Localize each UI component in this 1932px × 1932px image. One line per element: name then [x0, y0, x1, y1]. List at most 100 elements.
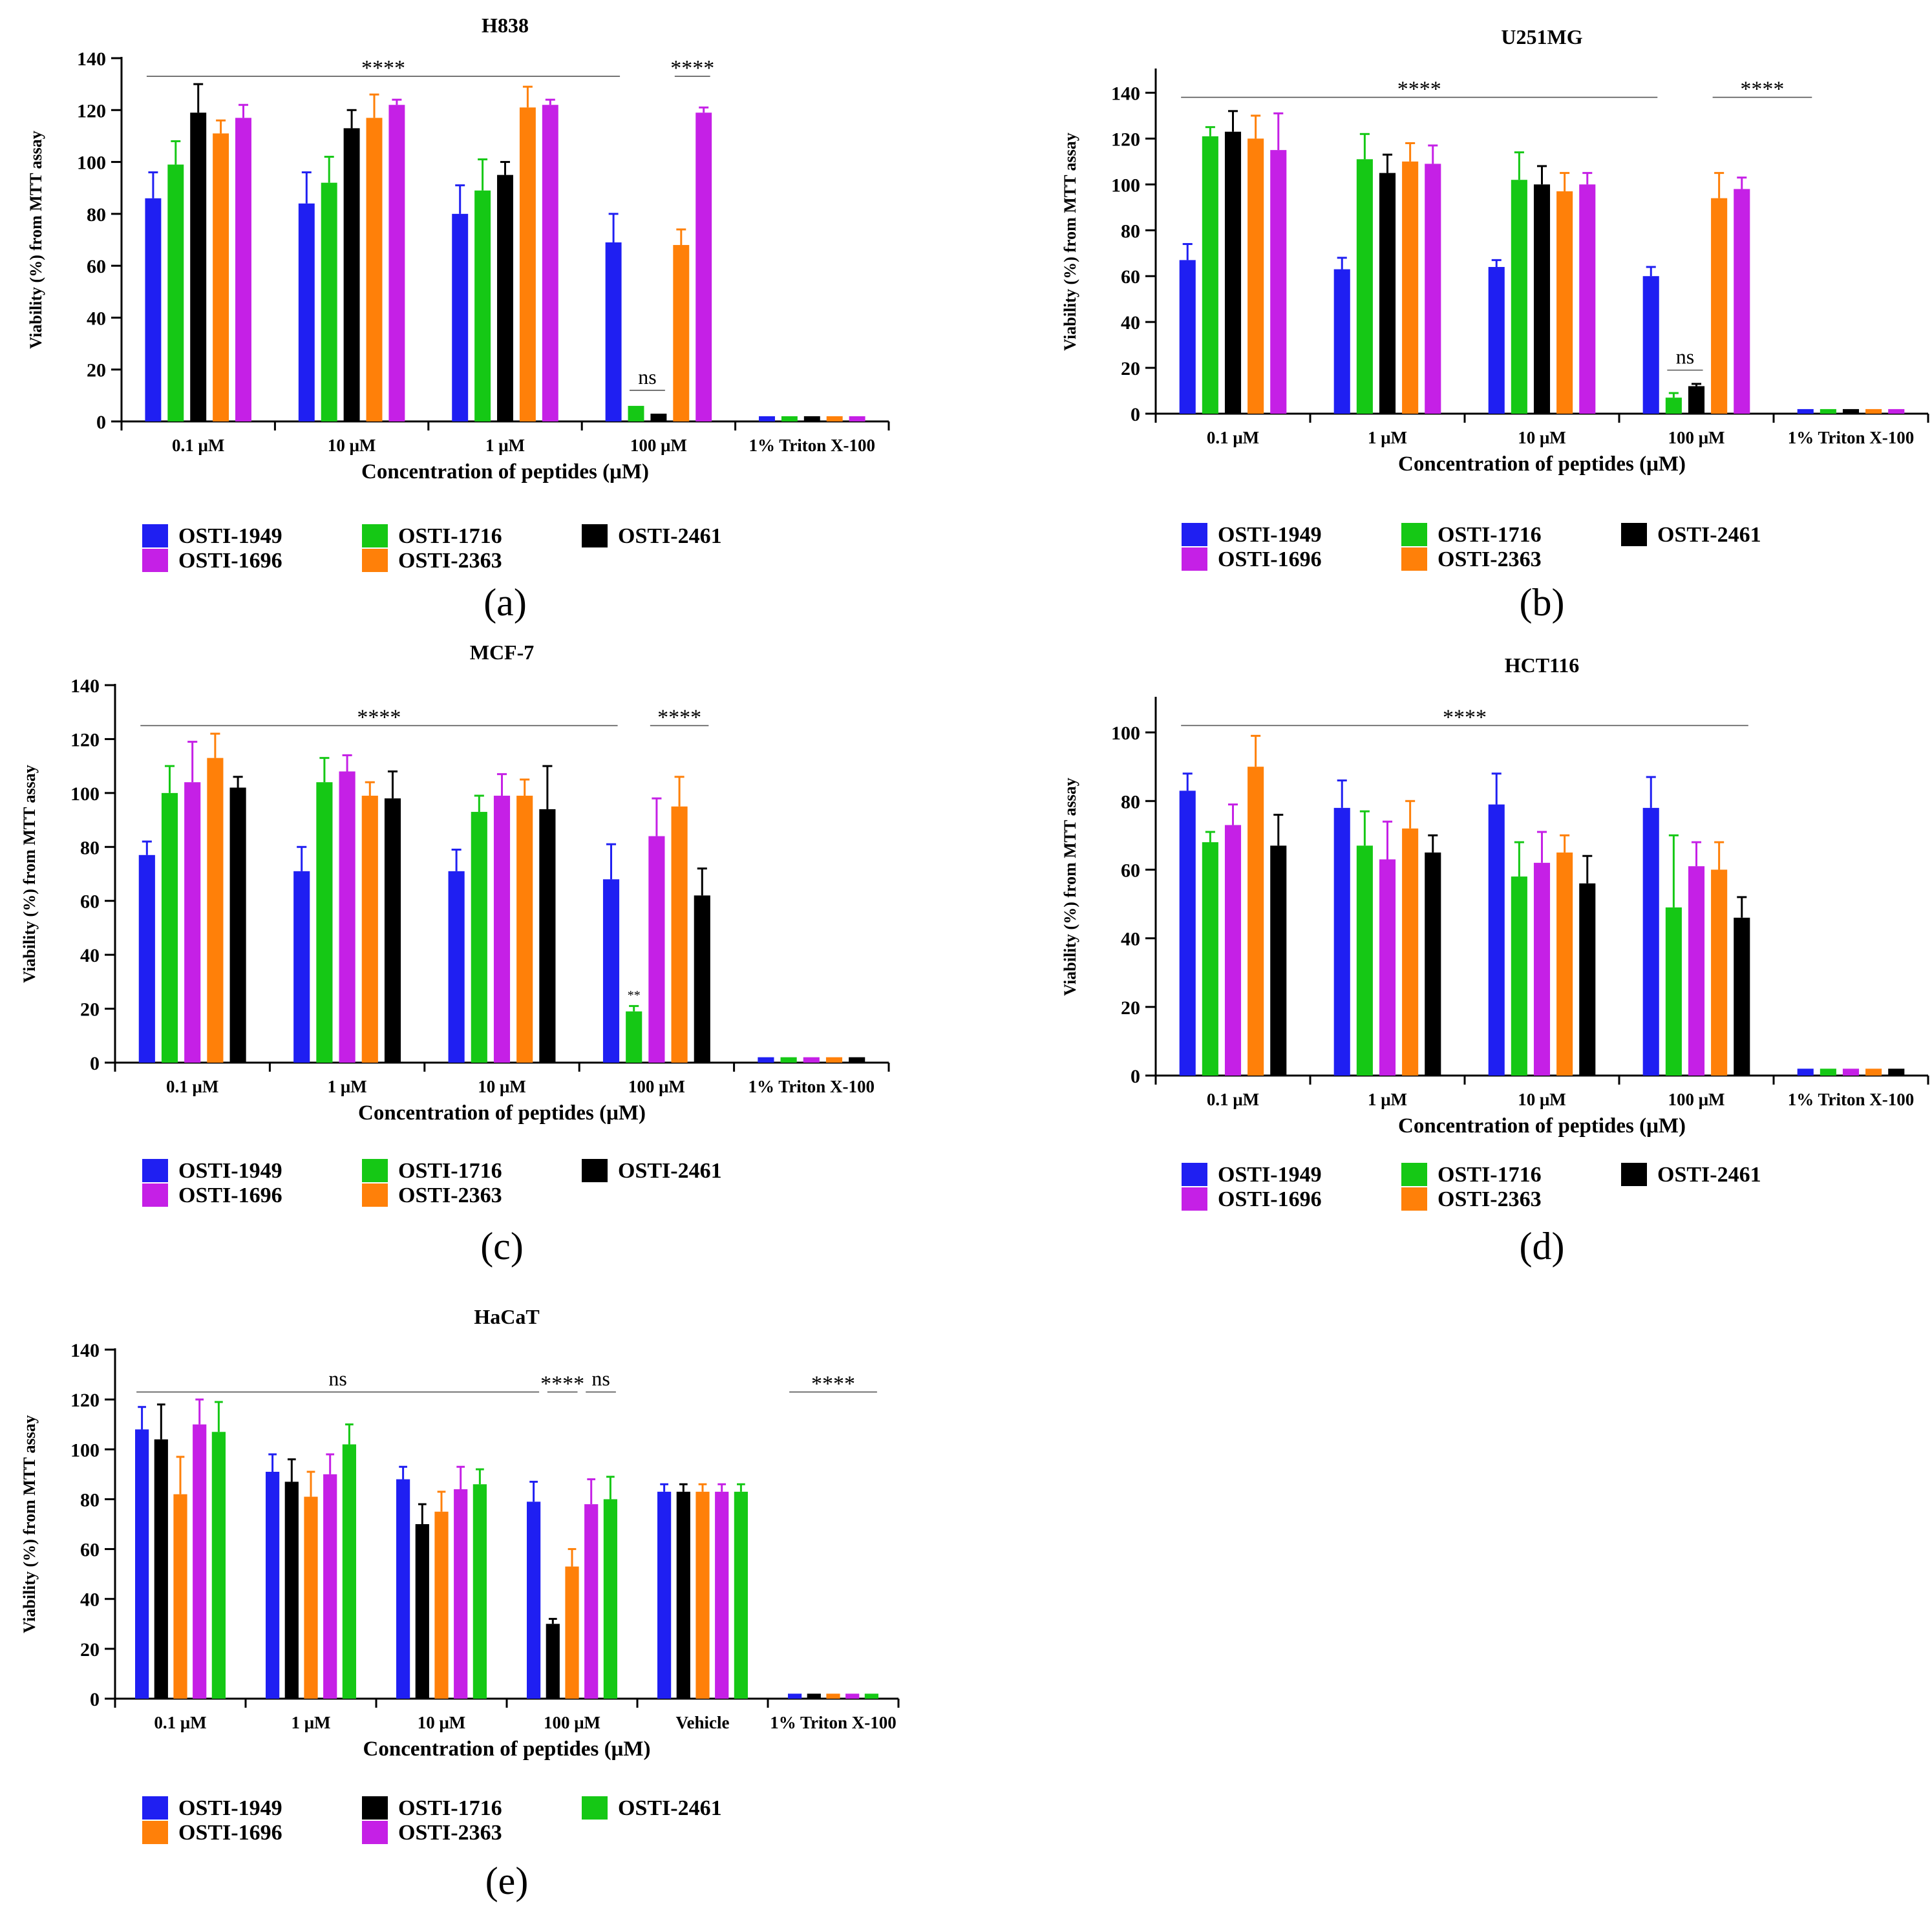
bar — [1842, 1068, 1860, 1076]
bar — [339, 771, 356, 1063]
legend-entry: OSTI-2461 — [618, 524, 722, 548]
bar — [626, 1011, 642, 1063]
panel-d: HCT116 0 20 40 60 80 100 Viability (%) from MTT… — [1061, 653, 1929, 1268]
x-tick-label: 1% Triton X-100 — [770, 1713, 897, 1732]
x-tick-label: 100 μM — [1668, 428, 1725, 447]
legend-swatch — [142, 549, 168, 572]
panel-label: (e) — [485, 1860, 529, 1902]
bar — [1379, 173, 1396, 414]
y-tick-label: 100 — [77, 153, 106, 174]
panel-b: U251MG 0 20 40 60 80 100 120 140 Viability (%) fr… — [1061, 25, 1929, 624]
y-tick-label: 60 — [80, 1540, 100, 1561]
y-tick-label: 100 — [1111, 723, 1140, 744]
bar — [1425, 852, 1441, 1076]
bar — [546, 1624, 560, 1699]
bar — [758, 1057, 774, 1063]
bar — [304, 1496, 318, 1699]
bar — [448, 871, 465, 1063]
legend-swatch — [142, 1184, 168, 1207]
bar — [343, 128, 360, 421]
bar — [342, 1444, 356, 1699]
significance-label: **** — [357, 706, 401, 730]
legend-entry: OSTI-2363 — [398, 1821, 502, 1845]
bar — [184, 782, 201, 1063]
bar — [603, 1499, 617, 1699]
y-tick-label: 80 — [87, 204, 106, 226]
y-tick-label: 80 — [1121, 791, 1140, 812]
x-tick-label: 1% Triton X-100 — [1788, 428, 1915, 447]
legend-entry: OSTI-2461 — [618, 1159, 722, 1183]
x-tick-label: 10 μM — [1518, 1090, 1566, 1109]
panel-c: MCF-7 0 20 40 60 80 100 120 140 Viability (%) fro… — [20, 641, 890, 1268]
bar — [298, 203, 315, 421]
bar — [1533, 184, 1551, 414]
bar — [1665, 398, 1682, 414]
x-tick-label: 100 μM — [630, 436, 687, 455]
bar — [1402, 161, 1419, 414]
bar — [825, 1057, 843, 1063]
bar — [695, 112, 712, 422]
y-tick-label: 140 — [70, 1340, 100, 1361]
y-tick-label: 100 — [70, 783, 100, 805]
legend-entry: OSTI-2461 — [1657, 1163, 1761, 1187]
bar — [167, 164, 184, 422]
legend-swatch — [1401, 547, 1427, 571]
bar — [657, 1491, 672, 1699]
bar — [1711, 869, 1728, 1076]
y-tick-label: 20 — [87, 360, 106, 381]
legend-swatch — [1621, 1163, 1647, 1186]
x-tick-label: 1 μM — [1368, 1090, 1407, 1109]
bar — [803, 416, 820, 421]
bar — [1888, 409, 1905, 414]
bar — [173, 1494, 187, 1699]
panel-label: (b) — [1520, 581, 1565, 624]
bar — [1333, 807, 1350, 1076]
y-tick-label: 0 — [1131, 1066, 1140, 1087]
legend-entry: OSTI-1949 — [1218, 1163, 1322, 1187]
legend-swatch — [362, 1184, 388, 1207]
bar — [1379, 859, 1396, 1076]
bar — [1202, 136, 1218, 414]
bar — [1556, 852, 1573, 1076]
bar — [671, 806, 688, 1063]
legend-entry: OSTI-1696 — [178, 549, 282, 573]
bar — [388, 105, 405, 421]
x-tick-label: 10 μM — [478, 1077, 526, 1096]
y-axis-label: Viability (%) from MTT assay — [20, 765, 39, 983]
x-tick-label: 10 μM — [418, 1713, 466, 1732]
bar — [434, 1511, 449, 1699]
bar — [1488, 267, 1505, 414]
bar — [1579, 184, 1596, 414]
legend-swatch — [1182, 547, 1207, 571]
legend-entry: OSTI-1949 — [178, 524, 282, 548]
bar — [1865, 1068, 1882, 1076]
bar — [1270, 150, 1287, 414]
significance-label: **** — [540, 1372, 584, 1396]
bar — [229, 787, 246, 1063]
x-tick-label: Vehicle — [676, 1713, 730, 1732]
legend-entry: OSTI-1716 — [1438, 523, 1542, 547]
significance-label: ns — [328, 1367, 346, 1390]
bar — [715, 1491, 729, 1699]
bar — [1511, 180, 1527, 414]
chart-title: HaCaT — [474, 1305, 539, 1328]
bar — [539, 809, 556, 1063]
bar — [161, 792, 178, 1063]
bar — [1688, 386, 1705, 414]
bar — [849, 1057, 865, 1063]
y-tick-label: 40 — [87, 308, 106, 329]
bar — [648, 836, 665, 1063]
y-tick-label: 20 — [80, 1639, 100, 1661]
bar — [1356, 159, 1373, 414]
x-tick-label: 100 μM — [1668, 1090, 1725, 1109]
x-tick-label: 1 μM — [1368, 428, 1407, 447]
x-tick-label: 0.1 μM — [166, 1077, 218, 1096]
bar — [454, 1489, 468, 1699]
bar — [472, 1484, 487, 1699]
panel-a: H838 0 20 40 60 80 100 120 140 Viability (%) from… — [27, 14, 890, 624]
bar — [1202, 842, 1218, 1076]
significance-label: ns — [1676, 345, 1694, 368]
bar — [781, 416, 798, 421]
y-tick-label: 120 — [70, 729, 100, 750]
